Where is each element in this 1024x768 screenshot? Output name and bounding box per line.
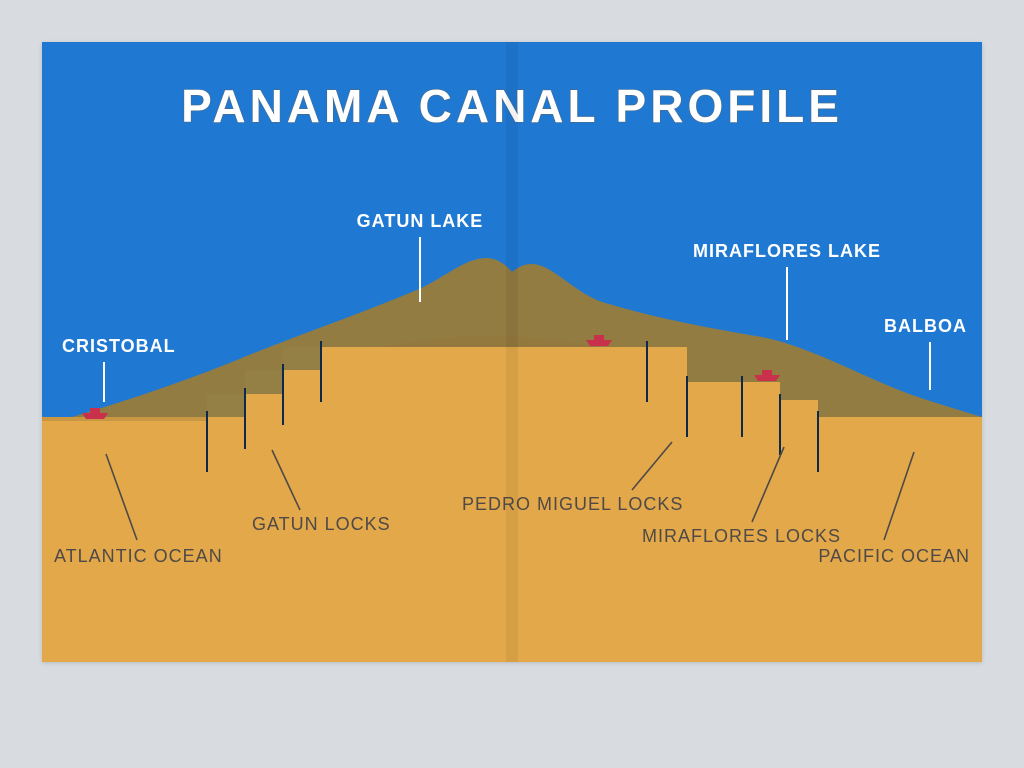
atlantic-label: ATLANTIC OCEAN <box>54 546 223 566</box>
page: PANAMA CANAL PROFILECRISTOBALGATUN LAKEM… <box>0 0 1024 768</box>
gatun_lake-label: GATUN LAKE <box>357 211 484 231</box>
diagram-svg: PANAMA CANAL PROFILECRISTOBALGATUN LAKEM… <box>42 42 982 662</box>
miraflores_locks-label: MIRAFLORES LOCKS <box>642 526 841 546</box>
miraflores_lake-label: MIRAFLORES LAKE <box>693 241 881 261</box>
cristobal-label: CRISTOBAL <box>62 336 176 356</box>
ground-shade <box>42 417 207 421</box>
balboa-label: BALBOA <box>884 316 967 336</box>
page-fold-shadow <box>506 42 518 662</box>
panama-canal-profile-figure: PANAMA CANAL PROFILECRISTOBALGATUN LAKEM… <box>42 42 982 662</box>
gatun_locks-label: GATUN LOCKS <box>252 514 391 534</box>
pacific-label: PACIFIC OCEAN <box>818 546 970 566</box>
pedro_miguel-label: PEDRO MIGUEL LOCKS <box>462 494 683 514</box>
